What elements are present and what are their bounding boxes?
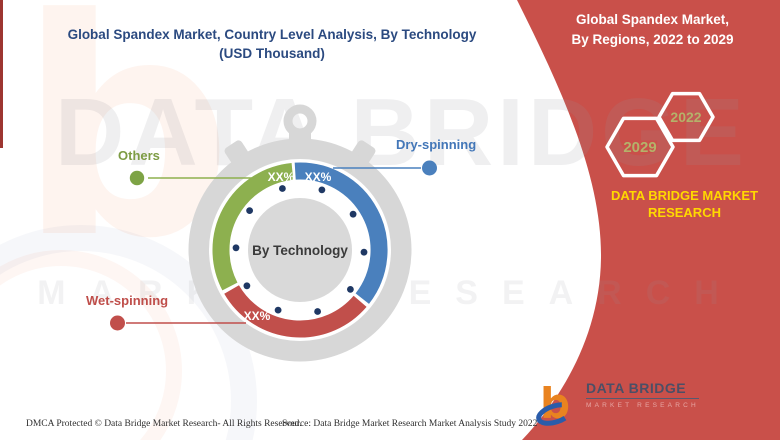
- logo-name-text: DATA BRIDGE: [586, 380, 699, 399]
- donut-segment-dry-spinning: [294, 162, 388, 304]
- segment-value-others: XX%: [267, 170, 295, 184]
- wet-spinning-connector-dot: [110, 315, 125, 331]
- stopwatch-crown-icon: [283, 104, 317, 138]
- stopwatch-ring: [188, 138, 412, 362]
- clock-tick-dot: [360, 248, 368, 256]
- dry-spinning-connector-dot: [422, 160, 437, 176]
- donut-segments: [212, 162, 388, 338]
- brand-name-line1: DATA BRIDGE MARKET: [610, 188, 759, 203]
- footer-source-text: Source: Data Bridge Market Research Mark…: [282, 419, 538, 429]
- clock-tick-dot: [246, 207, 254, 215]
- callout-connectors: [110, 160, 437, 331]
- chart-title-line2: (USD Thousand): [219, 46, 325, 61]
- clock-tick-dot: [274, 306, 282, 314]
- chart-title: Global Spandex Market, Country Level Ana…: [40, 25, 504, 63]
- clock-tick-dot: [314, 308, 321, 315]
- segment-value-wet-spinning: XX%: [243, 309, 271, 323]
- dbmr-logo-mark: b: [536, 380, 574, 428]
- panel-title-line1: Global Spandex Market,: [575, 12, 730, 27]
- chart-title-line1: Global Spandex Market, Country Level Ana…: [67, 27, 477, 42]
- clock-tick-dot: [243, 282, 251, 290]
- clock-tick-dot: [232, 244, 240, 252]
- clock-tick-dot: [318, 186, 326, 194]
- clock-tick-dot: [347, 286, 354, 293]
- clock-tick-dots: [232, 185, 368, 315]
- brand-name-line2: RESEARCH: [648, 205, 721, 220]
- stopwatch-body: [188, 104, 412, 362]
- brand-name: DATA BRIDGE MARKET RESEARCH: [577, 187, 780, 221]
- red-panel-shape: [517, 0, 780, 440]
- logo-text-block: DATA BRIDGE MARKET RESEARCH: [586, 380, 699, 409]
- logo-tagline-text: MARKET RESEARCH: [586, 402, 699, 409]
- footer-dmca-text: DMCA Protected © Data Bridge Market Rese…: [26, 419, 302, 429]
- hexagon-year-2029: 2029: [623, 139, 656, 156]
- legend-label-others: Others: [118, 148, 160, 163]
- hexagon-year-2022: 2022: [670, 109, 701, 125]
- panel-title: Global Spandex Market, By Regions, 2022 …: [545, 10, 760, 50]
- donut-center-disc: [248, 198, 352, 302]
- others-connector-dot: [129, 170, 145, 186]
- donut-center-label: By Technology: [252, 243, 348, 258]
- logo-swoosh-icon: [536, 402, 574, 426]
- clock-tick-dot: [279, 185, 286, 192]
- donut-segment-others: [212, 162, 294, 291]
- hexagon-2029: [605, 116, 675, 178]
- panel-title-line2: By Regions, 2022 to 2029: [571, 32, 734, 47]
- donut-segment-wet-spinning: [224, 285, 367, 338]
- year-hexagons: 2022 2029: [605, 91, 715, 178]
- left-accent-strip: [0, 0, 3, 148]
- legend-label-dry-spinning: Dry-spinning: [396, 137, 477, 152]
- clock-tick-dot: [349, 210, 357, 218]
- legend-label-wet-spinning: Wet-spinning: [86, 293, 169, 308]
- hexagon-2022: [657, 91, 715, 143]
- dbmr-logo: b DATA BRIDGE MARKET RESEARCH: [532, 380, 699, 430]
- segment-value-dry-spinning: XX%: [304, 170, 332, 184]
